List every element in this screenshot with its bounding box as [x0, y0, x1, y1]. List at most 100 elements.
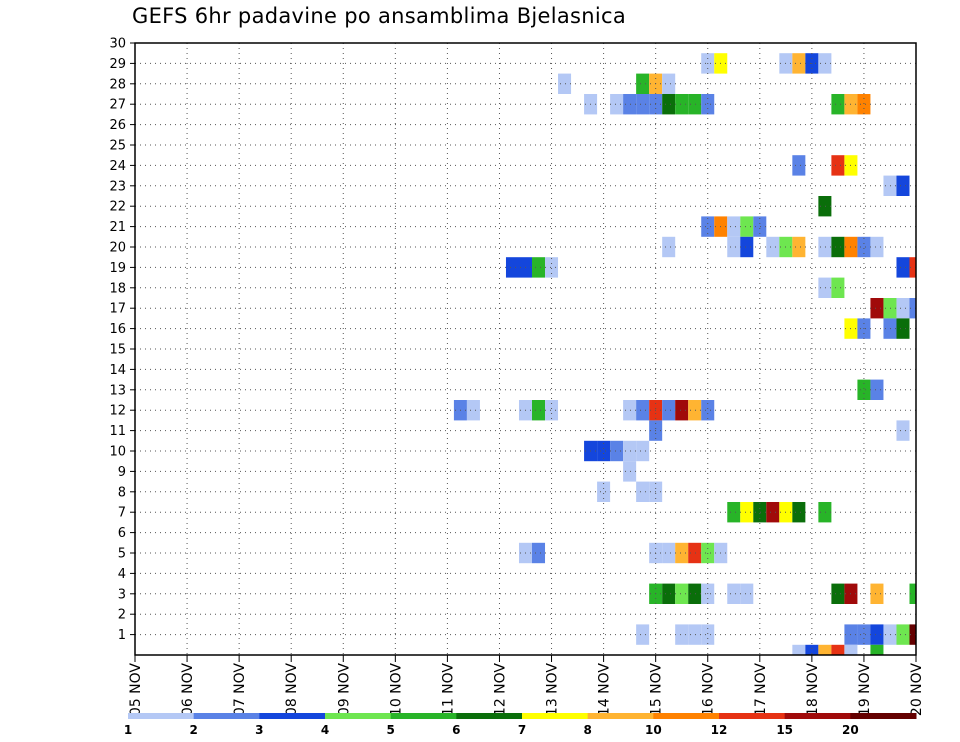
precip-cell: [818, 644, 832, 655]
precip-cell: [532, 400, 546, 421]
y-tick-label: 16: [109, 322, 126, 337]
precip-cell: [896, 420, 910, 441]
precip-cell: [532, 542, 546, 564]
colorbar-label: 6: [452, 723, 460, 737]
y-tick-label: 28: [109, 77, 126, 92]
precip-cell: [883, 318, 897, 339]
colorbar-swatch: [587, 713, 654, 719]
precip-cell: [623, 461, 637, 482]
precip-cell: [896, 298, 910, 319]
y-tick-label: 29: [109, 57, 126, 72]
colorbar-swatch: [653, 713, 720, 719]
precip-cell: [909, 583, 916, 604]
precip-cell: [623, 400, 637, 421]
x-tick-label: 06 NOV: [180, 663, 196, 717]
precip-cell: [610, 440, 624, 462]
x-tick-label: 09 NOV: [336, 663, 352, 717]
precip-cell: [532, 257, 546, 278]
y-tick-label: 10: [109, 445, 126, 460]
precip-cell: [688, 400, 702, 421]
precip-cell: [870, 583, 884, 604]
precip-cell: [818, 196, 832, 217]
colorbar-label: 4: [321, 723, 329, 737]
x-tick-label: 05 NOV: [128, 663, 144, 717]
y-tick-label: 1: [118, 628, 126, 643]
y-tick-label: 2: [118, 608, 126, 623]
precip-cell: [727, 216, 741, 237]
precip-cell: [636, 400, 650, 421]
precip-cell: [636, 624, 650, 645]
precip-cell: [831, 583, 845, 604]
precip-cell: [740, 216, 754, 237]
precip-cell: [818, 53, 832, 74]
precip-cell: [753, 502, 767, 523]
x-tick-label: 10 NOV: [388, 663, 404, 717]
colorbar-label: 10: [645, 723, 662, 737]
precip-cell: [883, 298, 897, 319]
x-axis: 05 NOV 06 NOV 07 NOV 08 NOV 09 NOV 10 NOV 11 N…: [128, 655, 925, 716]
precip-cell: [870, 644, 884, 655]
grid-lines: [135, 43, 916, 655]
precip-cell: [818, 502, 832, 523]
precip-cell: [896, 624, 910, 645]
precip-cell: [662, 94, 676, 115]
precip-cell: [662, 583, 676, 604]
precip-cell: [636, 73, 650, 94]
colorbar-label: 8: [583, 723, 591, 737]
precip-cell: [909, 257, 916, 278]
precip-cell: [896, 318, 910, 339]
y-tick-label: 14: [109, 363, 126, 378]
y-tick-label: 9: [118, 465, 126, 480]
precip-cell: [740, 583, 754, 604]
precip-cell: [545, 257, 559, 278]
x-tick-label: 14 NOV: [597, 663, 613, 717]
x-tick-label: 15 NOV: [649, 663, 665, 717]
precip-cell: [675, 542, 689, 564]
precip-cell: [792, 155, 806, 176]
precip-cell: [701, 216, 715, 237]
precip-cell: [688, 624, 702, 645]
precip-cell: [597, 481, 611, 502]
x-tick-label: 11 NOV: [440, 663, 456, 717]
precip-cell: [623, 440, 637, 462]
y-tick-label: 3: [118, 587, 126, 602]
precip-cell: [831, 155, 845, 176]
precip-cell: [701, 624, 715, 645]
precip-cell: [636, 440, 650, 462]
precip-cell: [870, 236, 884, 258]
precip-cell: [675, 583, 689, 604]
precip-cell: [805, 644, 819, 655]
precip-cell: [896, 257, 910, 278]
y-axis: 1234567891011121314151617181920212223242…: [109, 37, 135, 643]
precip-cell: [545, 400, 559, 421]
precip-cell: [597, 440, 611, 462]
x-tick-label: 20 NOV: [909, 663, 925, 717]
precip-cell: [727, 502, 741, 523]
x-tick-label: 18 NOV: [805, 663, 821, 717]
y-tick-label: 25: [109, 139, 126, 154]
y-tick-label: 4: [118, 567, 126, 582]
y-tick-label: 15: [109, 343, 126, 358]
precip-cell: [688, 94, 702, 115]
x-tick-label: 07 NOV: [232, 663, 248, 717]
precip-cell: [701, 94, 715, 115]
colorbar-swatch: [784, 713, 851, 719]
precip-cell: [701, 400, 715, 421]
precip-cell: [753, 216, 767, 237]
precip-cell: [792, 53, 806, 74]
y-tick-label: 7: [118, 506, 126, 521]
y-tick-label: 5: [118, 547, 126, 562]
precip-cell: [766, 502, 780, 523]
precip-cell: [466, 400, 480, 421]
precip-cell: [870, 624, 884, 645]
precip-cell: [636, 481, 650, 502]
x-tick-label: 12 NOV: [492, 663, 508, 717]
precip-cell: [896, 175, 910, 196]
precip-cell: [857, 624, 871, 645]
colorbar-swatch: [128, 713, 195, 719]
precip-cell: [857, 379, 871, 400]
precip-cell: [675, 624, 689, 645]
precip-cell: [870, 298, 884, 319]
precip-cell: [909, 298, 916, 319]
precip-cell: [636, 94, 650, 115]
